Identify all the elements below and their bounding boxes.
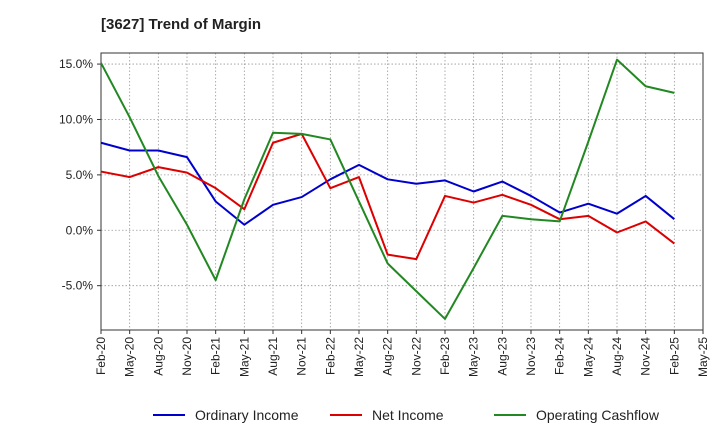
x-tick-label: Aug-22 xyxy=(381,337,395,376)
series-line-operating-cashflow xyxy=(100,58,675,320)
x-tick-label: Feb-25 xyxy=(667,337,681,375)
x-tick-label: Aug-24 xyxy=(610,337,624,376)
legend: Ordinary Income Net Income Operating Cashf… xyxy=(153,407,660,423)
grid-lines xyxy=(101,53,703,330)
series-line-net-income xyxy=(100,132,675,261)
x-tick-label: Nov-24 xyxy=(639,337,653,376)
x-tick-label: Feb-21 xyxy=(209,337,223,375)
y-tick-label: 10.0% xyxy=(59,112,93,126)
x-tick-label: May-21 xyxy=(237,337,251,377)
x-tick-label: May-20 xyxy=(123,337,137,377)
x-axis-ticks: Feb-20 May-20 Aug-20 Nov-20 Feb-21 May-21 Aug-… xyxy=(94,330,710,377)
y-tick-label: -5.0% xyxy=(62,279,94,293)
y-tick-label: 5.0% xyxy=(66,168,94,182)
x-tick-label: Feb-23 xyxy=(438,337,452,375)
x-tick-label: May-24 xyxy=(581,337,595,377)
x-tick-label: Aug-21 xyxy=(266,337,280,376)
legend-label-ordinary-income: Ordinary Income xyxy=(195,407,299,423)
legend-label-operating-cashflow: Operating Cashflow xyxy=(536,407,660,423)
series-line-ordinary-income xyxy=(100,141,675,226)
chart-title: [3627] Trend of Margin xyxy=(101,16,262,33)
plot-area-frame xyxy=(100,52,704,331)
x-tick-label: Aug-23 xyxy=(495,337,509,376)
x-tick-label: May-25 xyxy=(696,337,710,377)
x-tick-label: Nov-20 xyxy=(180,337,194,376)
x-tick-label: Nov-23 xyxy=(524,337,538,376)
y-axis-ticks: 15.0% 10.0% 5.0% 0.0% -5.0% xyxy=(59,57,101,293)
y-tick-label: 15.0% xyxy=(59,57,93,71)
x-tick-label: Feb-22 xyxy=(323,337,337,375)
x-tick-label: Feb-24 xyxy=(553,337,567,375)
x-tick-label: Aug-20 xyxy=(151,337,165,376)
x-tick-label: Feb-20 xyxy=(94,337,108,375)
x-tick-label: Nov-21 xyxy=(295,337,309,376)
legend-label-net-income: Net Income xyxy=(372,407,444,423)
x-tick-label: May-22 xyxy=(352,337,366,377)
y-tick-label: 0.0% xyxy=(66,223,94,237)
x-tick-label: May-23 xyxy=(467,337,481,377)
x-tick-label: Nov-22 xyxy=(409,337,423,376)
series-lines xyxy=(100,58,675,320)
